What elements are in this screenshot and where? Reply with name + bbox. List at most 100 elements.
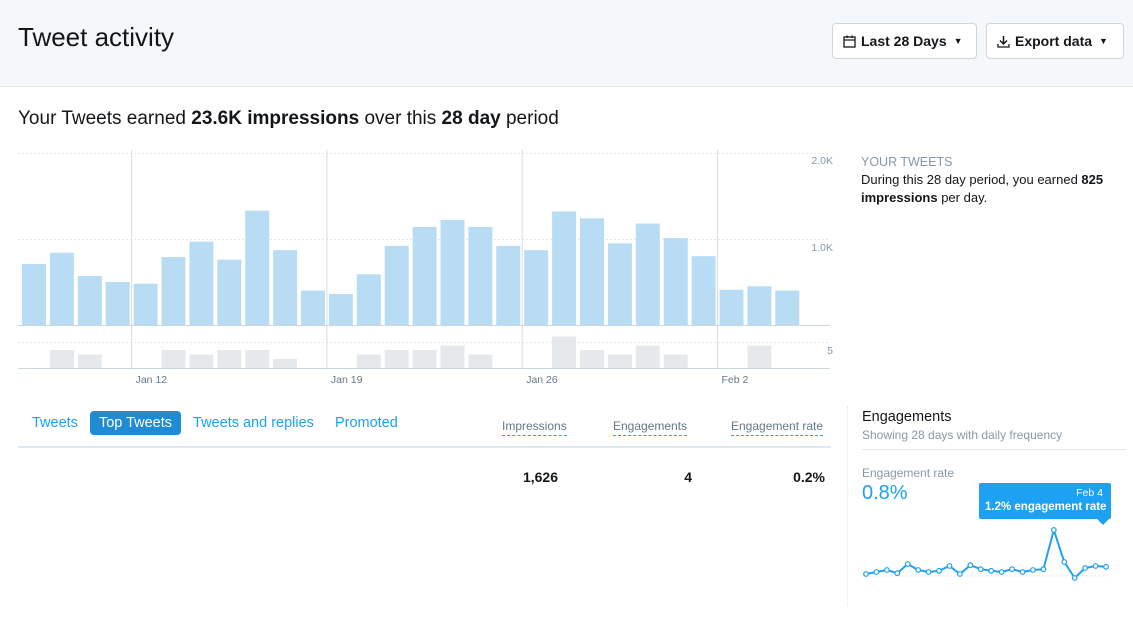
impression-bar: [245, 210, 270, 325]
engagement-bar: [607, 354, 632, 368]
engagement-rate-label: Engagement rate: [862, 466, 955, 480]
sparkline-point: [998, 569, 1005, 575]
tab-tweets[interactable]: Tweets: [32, 415, 78, 431]
table-divider: [18, 446, 831, 448]
chevron-down-icon: ▼: [953, 36, 963, 46]
impression-bar: [496, 245, 521, 325]
engagement-bar: [356, 354, 381, 368]
engagement-bar: [384, 350, 409, 368]
sparkline-point: [967, 562, 974, 569]
impression-bar: [133, 283, 158, 325]
cell-engagement-rate: 0.2%: [793, 469, 825, 485]
tab-top-tweets[interactable]: Top Tweets: [89, 411, 182, 435]
impression-bar: [468, 226, 493, 325]
engagement-bar: [77, 354, 102, 368]
sparkline-point: [1009, 566, 1015, 573]
sparkline-point: [863, 571, 869, 577]
impression-bar: [356, 274, 381, 325]
y-tick-label-secondary: 5: [827, 345, 833, 357]
sparkline-point: [925, 569, 932, 575]
chevron-down-icon: ▼: [1099, 36, 1108, 46]
impression-bar: [635, 223, 660, 325]
impressions-chart: Jan 12 Jan 19 Jan 26 Feb 2 2.0K 1.0K 5: [18, 150, 833, 386]
column-impressions[interactable]: Impressions: [502, 419, 567, 436]
summary-middle: over this: [359, 108, 442, 129]
cell-engagements: 4: [684, 469, 692, 485]
engagements-subtitle: Showing 28 days with daily frequency: [862, 428, 1063, 442]
sparkline-point: [904, 561, 911, 567]
summary-impressions: 23.6K impressions: [191, 108, 360, 129]
engagement-bar: [49, 350, 74, 368]
yt-per-day-value: 825: [1081, 172, 1104, 187]
engagement-bar: [468, 354, 493, 368]
impression-bar: [412, 226, 437, 325]
y-tick-label: 1.0K: [811, 242, 833, 254]
engagement-bar: [217, 350, 242, 368]
engagement-bar: [580, 350, 604, 368]
impression-bar: [691, 256, 716, 325]
engagement-rate-value: 0.8%: [862, 482, 908, 504]
tab-promoted[interactable]: Promoted: [334, 415, 398, 431]
y-tick-label: 2.0K: [811, 155, 833, 167]
export-data-button[interactable]: Export data ▼: [986, 23, 1124, 59]
engagement-bar: [552, 336, 577, 368]
engagement-bar: [635, 345, 660, 368]
tooltip-text: 1.2% engagement rate: [985, 501, 1107, 513]
engagements-title: Engagements: [862, 409, 952, 425]
sparkline-point: [1030, 567, 1036, 573]
column-engagements[interactable]: Engagements: [613, 419, 688, 436]
impression-bar: [217, 259, 242, 325]
yt-impressions-word: impressions: [861, 190, 938, 205]
impression-bar: [273, 250, 298, 325]
summary-period: 28 day: [441, 108, 501, 129]
sparkline-point: [883, 567, 890, 573]
column-engagement-rate[interactable]: Engagement rate: [731, 419, 824, 436]
impression-bar: [49, 252, 74, 325]
impression-bar: [552, 211, 577, 325]
impression-bar: [580, 218, 604, 325]
sparkline-point: [873, 569, 880, 575]
impression-bar: [775, 290, 800, 325]
export-data-label: Export data: [1015, 33, 1093, 49]
sparkline-point: [915, 567, 922, 573]
sparkline-point: [946, 563, 953, 569]
engagement-bar: [412, 350, 437, 368]
calendar-icon: [843, 35, 856, 48]
cell-impressions: 1,626: [522, 469, 558, 485]
sparkline-point: [1019, 569, 1026, 575]
date-range-label: Last 28 Days: [861, 33, 947, 49]
date-range-button[interactable]: Last 28 Days ▼: [832, 23, 977, 59]
impression-bar: [663, 238, 688, 325]
yt-text-pre: During this 28 day period, you earned: [861, 172, 1082, 187]
your-tweets-text: During this 28 day period, you earned 82…: [861, 171, 1123, 207]
tweet-tabs: Tweets Top Tweets Tweets and replies Pro…: [18, 411, 410, 435]
summary-suffix: period: [500, 108, 559, 129]
impression-bar: [607, 243, 632, 325]
engagement-bar: [747, 345, 772, 368]
tab-tweets-and-replies[interactable]: Tweets and replies: [193, 415, 314, 431]
impression-bar: [328, 294, 353, 325]
sparkline-point: [1103, 563, 1109, 570]
yt-text-post: per day.: [937, 190, 988, 205]
engagement-sparkline: [862, 526, 1110, 581]
impression-bar: [384, 245, 409, 325]
your-tweets-summary: YOUR TWEETS During this 28 day period, y…: [861, 153, 1123, 207]
x-tick-label: Jan 26: [526, 374, 558, 386]
engagement-bar: [440, 345, 465, 368]
summary-prefix: Your Tweets earned: [18, 108, 192, 129]
impression-bar: [524, 250, 549, 325]
impressions-summary: Your Tweets earned 23.6K impressions ove…: [18, 108, 559, 130]
impression-bar: [105, 282, 130, 325]
download-icon: [997, 35, 1010, 48]
x-tick-label: Jan 12: [136, 374, 168, 386]
impression-bar: [77, 275, 102, 325]
sparkline-point: [936, 567, 942, 574]
sparkline-point: [988, 567, 995, 574]
x-tick-label: Jan 19: [331, 374, 363, 386]
impression-bar: [747, 286, 772, 325]
sparkline-point: [1082, 565, 1089, 571]
engagements-panel: Engagements Showing 28 days with daily f…: [847, 406, 1126, 606]
sparkline-line: [865, 526, 1107, 580]
sparkline-point: [1040, 566, 1047, 573]
impression-bar: [189, 241, 214, 325]
